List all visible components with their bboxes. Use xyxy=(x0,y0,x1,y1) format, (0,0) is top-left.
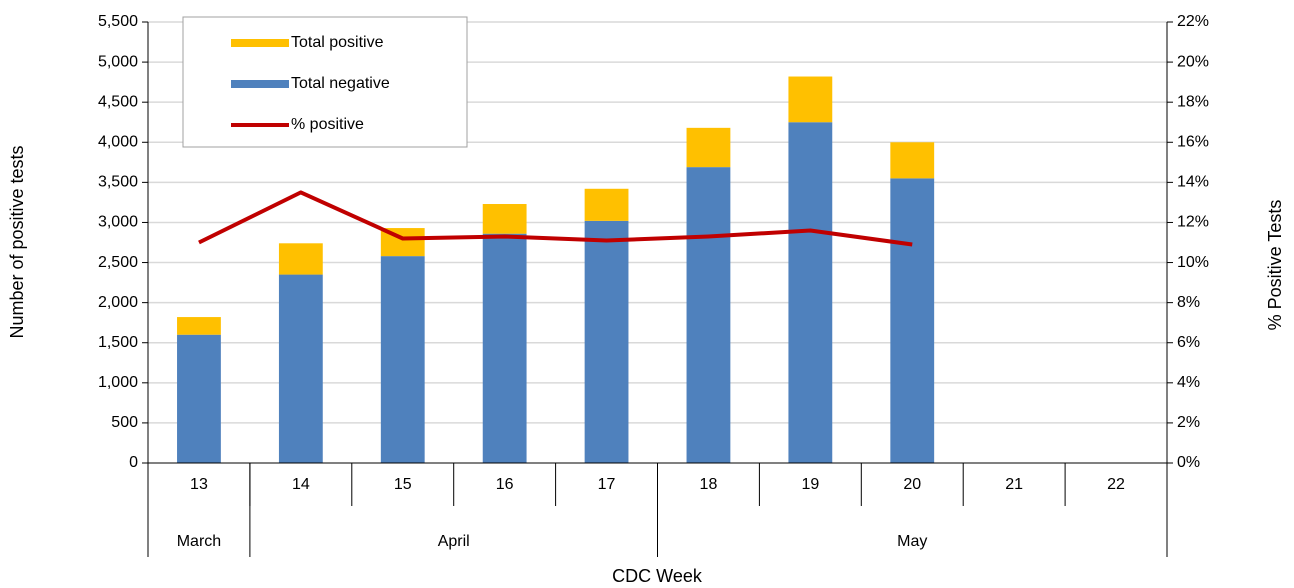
y2-tick-label: 14% xyxy=(1177,174,1209,191)
y2-tick-label: 12% xyxy=(1177,214,1209,231)
bar xyxy=(686,167,731,463)
y-tick-label: 5,500 xyxy=(98,13,138,30)
legend-box xyxy=(182,16,468,148)
y-tick-label: 2,500 xyxy=(98,254,138,271)
y2-tick-label: 18% xyxy=(1177,93,1209,110)
bar xyxy=(482,204,527,234)
bar xyxy=(584,220,629,463)
y-tick-label: 1,500 xyxy=(98,334,138,351)
y-tick-label: 500 xyxy=(111,414,138,431)
bar xyxy=(584,188,629,221)
y-tick-label: 3,500 xyxy=(98,174,138,191)
bar xyxy=(278,274,323,463)
line-series xyxy=(198,190,913,247)
bar xyxy=(177,317,221,335)
legend-label: % positive xyxy=(291,116,364,133)
y-tick-label: 2,000 xyxy=(98,294,138,311)
bar xyxy=(482,233,527,463)
bar xyxy=(278,243,323,275)
y-tick-label: 0 xyxy=(129,454,138,471)
y2-tick-label: 4% xyxy=(1177,374,1200,391)
y-tick-label: 3,000 xyxy=(98,214,138,231)
x-tick-label: 13 xyxy=(190,476,208,493)
legend-label: Total positive xyxy=(291,34,384,51)
y-tick-label: 1,000 xyxy=(98,374,138,391)
x-tick-label: 21 xyxy=(1005,476,1023,493)
x-tick-label: 18 xyxy=(700,476,718,493)
x-axis-title: CDC Week xyxy=(612,566,703,586)
bar xyxy=(788,76,833,123)
y2-tick-label: 0% xyxy=(1177,454,1200,471)
x-tick-label: 15 xyxy=(394,476,412,493)
x-tick-label: 16 xyxy=(496,476,514,493)
bar xyxy=(890,142,935,179)
bar xyxy=(788,122,833,464)
legend-swatch xyxy=(231,80,289,88)
legend-label: Total negative xyxy=(291,75,390,92)
y2-tick-label: 10% xyxy=(1177,254,1209,271)
y-tick-label: 4,000 xyxy=(98,133,138,150)
y-axis-title: Number of positive tests xyxy=(7,145,27,338)
y2-tick-label: 6% xyxy=(1177,334,1200,351)
legend-swatch xyxy=(231,39,289,47)
month-label: March xyxy=(177,533,221,550)
x-tick-label: 20 xyxy=(903,476,921,493)
month-label: May xyxy=(897,533,927,550)
y2-tick-label: 20% xyxy=(1177,53,1209,70)
y2-tick-label: 2% xyxy=(1177,414,1200,431)
y-tick-label: 5,000 xyxy=(98,53,138,70)
x-tick-label: 19 xyxy=(801,476,819,493)
y2-axis-title: % Positive Tests xyxy=(1265,200,1285,331)
x-tick-label: 22 xyxy=(1107,476,1125,493)
bar xyxy=(380,256,425,463)
y2-tick-label: 16% xyxy=(1177,133,1209,150)
x-tick-label: 17 xyxy=(598,476,616,493)
y-tick-label: 4,500 xyxy=(98,93,138,110)
bar xyxy=(177,334,221,463)
x-tick-label: 14 xyxy=(292,476,310,493)
y2-tick-label: 8% xyxy=(1177,294,1200,311)
bar xyxy=(686,127,731,168)
month-label: April xyxy=(438,533,470,550)
y2-tick-label: 22% xyxy=(1177,13,1209,30)
bar xyxy=(890,178,935,463)
